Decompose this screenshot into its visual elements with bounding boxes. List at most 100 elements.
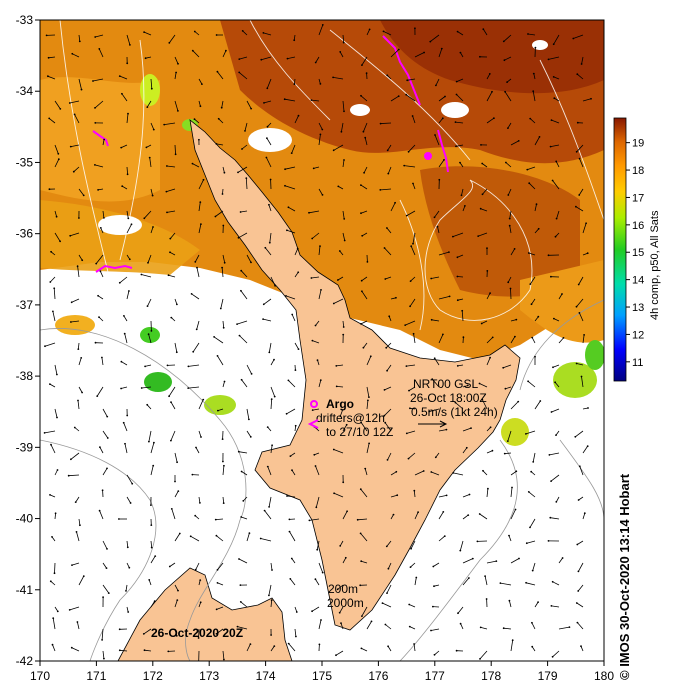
current-arrow-head xyxy=(176,599,179,601)
current-arrow xyxy=(342,159,345,168)
current-arrow-head xyxy=(555,501,558,503)
current-arrow-head xyxy=(245,177,248,180)
current-arrow-head xyxy=(152,464,155,467)
current-arrow xyxy=(360,210,368,214)
current-arrow-head xyxy=(199,201,202,204)
x-tick-label: 180 xyxy=(594,669,614,683)
current-arrow xyxy=(552,180,560,190)
current-arrow-head xyxy=(361,64,363,66)
colorbar-tick-label: 17 xyxy=(632,192,644,204)
current-arrow-head xyxy=(507,194,510,196)
current-arrow-head xyxy=(367,399,369,402)
current-arrow xyxy=(54,513,56,520)
current-arrow-head xyxy=(406,79,409,82)
current-arrow-head xyxy=(170,401,172,403)
current-arrow xyxy=(147,298,152,307)
current-arrow-head xyxy=(529,526,531,529)
current-arrow-head xyxy=(290,152,293,155)
current-arrow xyxy=(529,518,536,528)
current-arrow xyxy=(335,650,344,656)
current-arrow-head xyxy=(394,201,396,204)
current-arrow xyxy=(482,28,488,36)
current-arrow-head xyxy=(192,350,195,353)
current-arrow xyxy=(510,140,519,146)
current-arrow-head xyxy=(297,114,300,117)
current-arrow-head xyxy=(270,599,273,602)
current-arrow xyxy=(246,254,252,263)
colorbar-label: 4h comp, p50, All Sats xyxy=(649,210,661,320)
current-arrow-head xyxy=(587,407,589,409)
current-arrow xyxy=(196,320,200,330)
current-arrow xyxy=(50,276,56,283)
current-arrow-head xyxy=(121,92,123,95)
current-arrow xyxy=(318,289,322,300)
current-arrow-head xyxy=(530,470,533,473)
current-arrow-head xyxy=(550,119,553,121)
current-arrow-head xyxy=(580,375,583,378)
current-arrow-head xyxy=(445,428,448,431)
current-arrow xyxy=(169,562,176,567)
current-arrow-head xyxy=(101,356,103,359)
current-arrow xyxy=(102,139,105,146)
current-arrow xyxy=(409,298,416,307)
current-arrow-head xyxy=(452,235,454,238)
contour-200m: 200m xyxy=(328,582,358,596)
current-arrow-head xyxy=(175,635,178,637)
current-arrow-head xyxy=(225,49,227,52)
current-arrow-head xyxy=(382,30,385,33)
current-arrow-head xyxy=(455,93,458,96)
current-arrow xyxy=(553,76,560,80)
current-arrow-head xyxy=(507,281,510,284)
current-arrow xyxy=(315,578,320,586)
current-arrow xyxy=(169,232,176,239)
current-arrow xyxy=(462,577,470,586)
current-arrow-head xyxy=(339,545,342,547)
current-arrow-head xyxy=(365,72,368,74)
current-arrow-head xyxy=(481,193,484,196)
current-arrow xyxy=(333,449,344,454)
current-arrow xyxy=(174,100,179,112)
current-arrow-head xyxy=(576,73,579,76)
current-arrow xyxy=(527,166,536,170)
current-arrow-head xyxy=(482,469,484,472)
current-arrow-head xyxy=(44,345,46,348)
current-arrow xyxy=(579,312,584,322)
current-arrow xyxy=(385,624,392,630)
current-arrow xyxy=(388,562,392,569)
current-vectors xyxy=(43,24,592,661)
current-arrow-head xyxy=(240,516,243,518)
current-arrow-head xyxy=(342,326,345,328)
current-arrow xyxy=(123,422,128,432)
current-arrow-head xyxy=(455,649,458,652)
current-arrow-head xyxy=(248,418,250,421)
current-arrow xyxy=(92,78,104,82)
current-arrow-head xyxy=(129,502,132,504)
current-arrow-head xyxy=(547,58,550,61)
current-arrow xyxy=(410,562,416,568)
current-arrow-head xyxy=(444,95,446,98)
current-arrow-head xyxy=(366,261,369,263)
current-arrow-head xyxy=(537,601,539,603)
current-arrow-head xyxy=(590,97,592,100)
current-arrow xyxy=(71,298,80,303)
current-arrow-head xyxy=(55,215,58,218)
current-arrow xyxy=(78,188,85,196)
x-tick-label: 176 xyxy=(368,669,388,683)
current-arrow xyxy=(527,380,536,388)
current-arrow xyxy=(74,114,80,124)
current-arrow xyxy=(239,56,248,60)
current-arrow-head xyxy=(550,605,553,607)
current-arrow-head xyxy=(445,494,448,497)
current-arrow-head xyxy=(575,362,578,365)
current-arrow-head xyxy=(538,136,541,138)
current-arrow-head xyxy=(363,171,365,174)
current-arrow-head xyxy=(250,261,252,264)
current-arrow xyxy=(510,487,513,498)
current-arrow-head xyxy=(215,143,218,145)
current-arrow-head xyxy=(73,426,76,429)
current-arrow-head xyxy=(124,442,126,445)
current-arrow xyxy=(75,496,80,503)
current-arrow-head xyxy=(153,600,156,602)
current-arrow xyxy=(333,77,344,80)
current-arrow-head xyxy=(495,560,498,562)
